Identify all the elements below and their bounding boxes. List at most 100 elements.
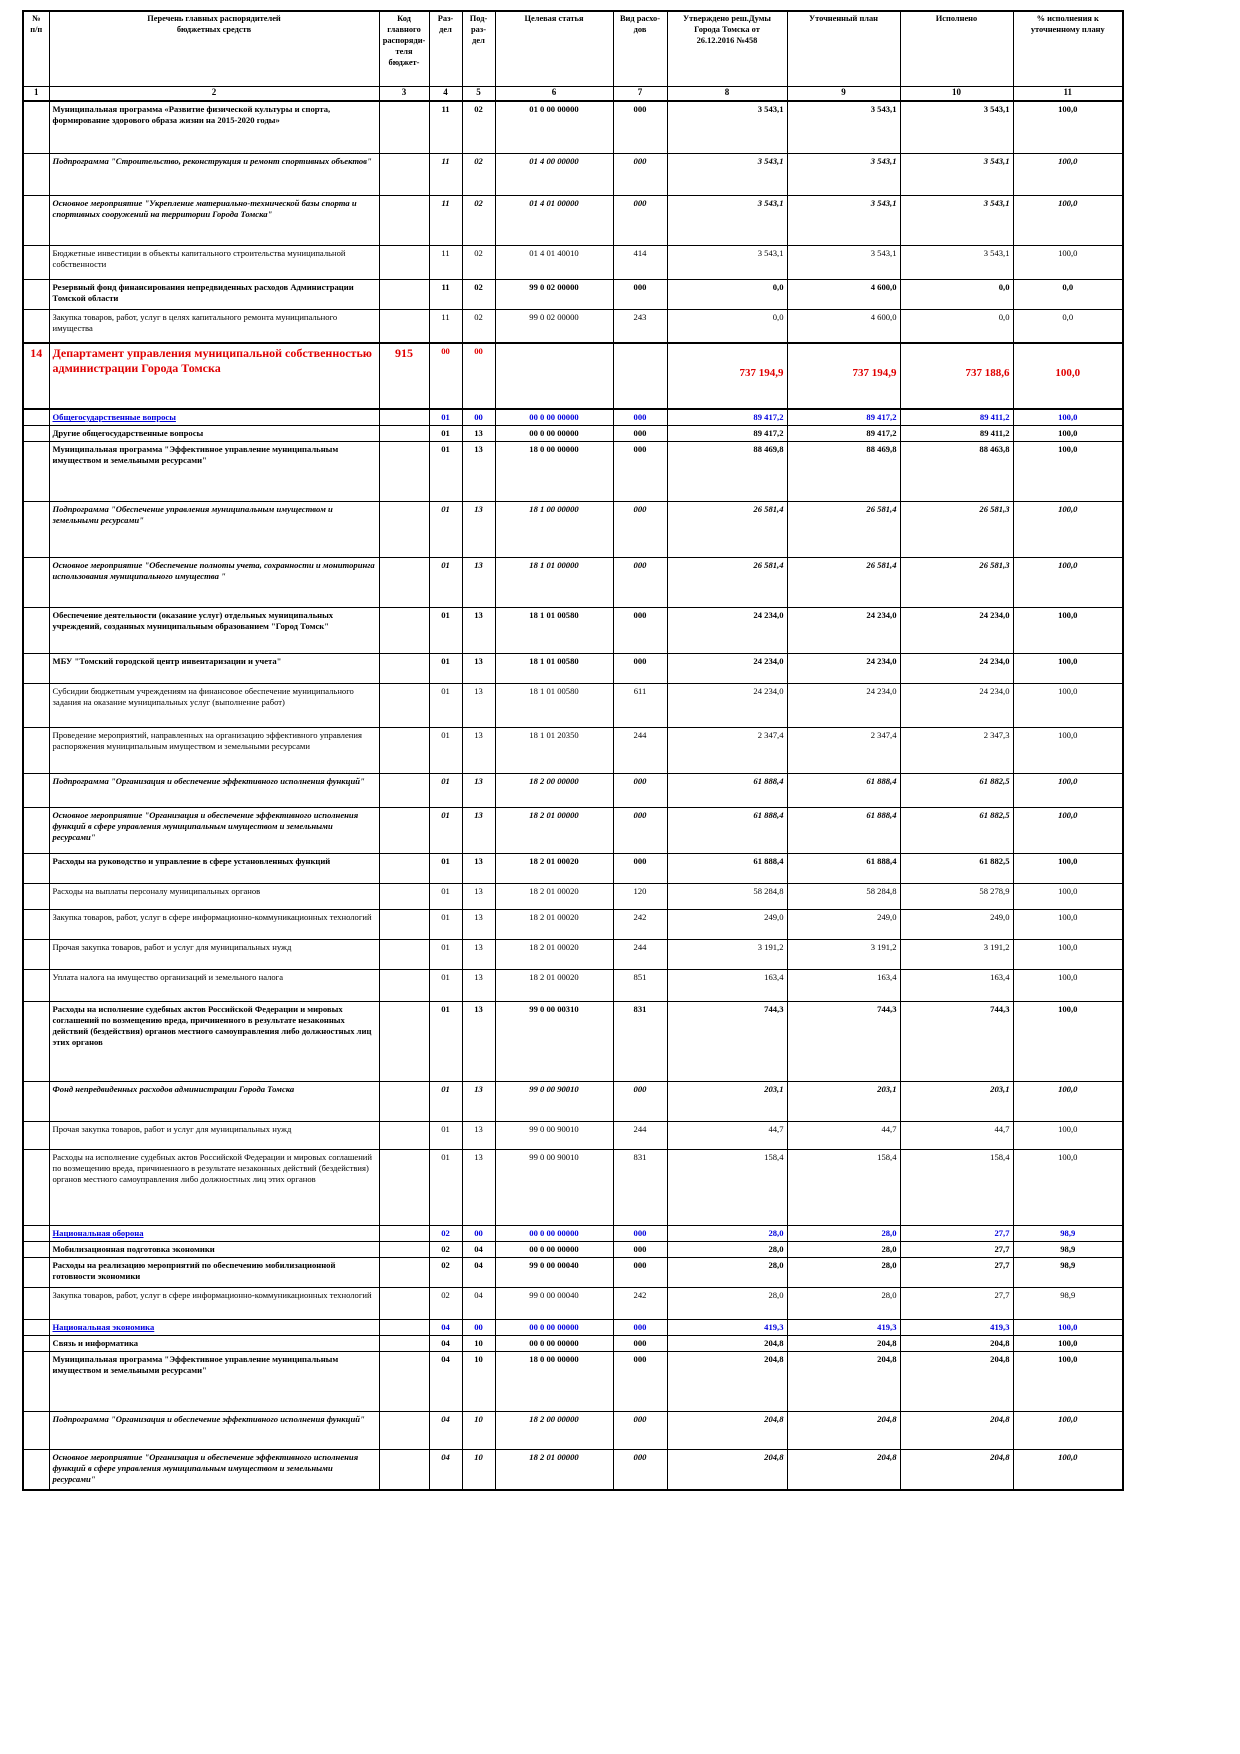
cell-code: [378, 1287, 430, 1320]
cell-plan: 24 234,0: [786, 683, 901, 728]
cell-name: Связь и информатика: [48, 1335, 380, 1352]
cell-plan: 158,4: [786, 1149, 901, 1226]
cell-percent: 100,0: [1012, 727, 1124, 774]
cell-executed: 0,0: [899, 278, 1014, 310]
cell-plan: 4 600,0: [786, 308, 901, 344]
table-row: Муниципальная программа «Развитие физиче…: [22, 100, 1124, 154]
cell-vid: 414: [612, 244, 668, 280]
cell-plan: 61 888,4: [786, 773, 901, 808]
cell-plan: 2 347,4: [786, 727, 901, 774]
table-row: Национальная оборона 02 00 00 0 00 00000 000…: [22, 1225, 1124, 1242]
cell-razdel: 01: [428, 501, 463, 558]
cell-executed: 27,7: [899, 1257, 1014, 1288]
cell-percent: 100,0: [1012, 342, 1124, 410]
cell-code: [378, 1149, 430, 1226]
cell-executed: 204,8: [899, 1335, 1014, 1352]
colnum-6: 6: [494, 86, 614, 102]
cell-target: 00 0 00 00000: [494, 1319, 614, 1336]
cell-plan: 163,4: [786, 969, 901, 1002]
cell-code: [378, 1001, 430, 1082]
cell-num: [22, 308, 50, 344]
cell-vid: 244: [612, 727, 668, 774]
cell-num: [22, 244, 50, 280]
cell-percent: 100,0: [1012, 883, 1124, 910]
table-row: Фонд непредвиденных расходов администрац…: [22, 1081, 1124, 1122]
cell-name: Муниципальная программа «Развитие физиче…: [48, 100, 380, 154]
cell-executed: 204,8: [899, 1411, 1014, 1450]
cell-name: Подпрограмма "Строительство, реконструкц…: [48, 152, 380, 196]
cell-vid: 000: [612, 408, 668, 426]
cell-approved: 0,0: [666, 308, 788, 344]
cell-vid: 611: [612, 683, 668, 728]
cell-executed: 24 234,0: [899, 683, 1014, 728]
cell-vid: 000: [612, 441, 668, 502]
cell-name: Субсидии бюджетным учреждениям на финанс…: [48, 683, 380, 728]
colnum-10: 10: [899, 86, 1014, 102]
cell-approved: 61 888,4: [666, 773, 788, 808]
cell-approved: 28,0: [666, 1257, 788, 1288]
cell-name: МБУ "Томский городской центр инвентариза…: [48, 653, 380, 684]
cell-approved: 3 543,1: [666, 194, 788, 246]
cell-num: [22, 969, 50, 1002]
cell-code: [378, 1319, 430, 1336]
cell-executed: 26 581,3: [899, 557, 1014, 608]
cell-target: 99 0 00 00040: [494, 1257, 614, 1288]
cell-plan: 204,8: [786, 1449, 901, 1490]
cell-target: 18 1 01 00580: [494, 683, 614, 728]
cell-code: 915: [378, 342, 430, 410]
cell-name: Основное мероприятие "Организация и обес…: [48, 1449, 380, 1490]
cell-executed: 61 882,5: [899, 807, 1014, 854]
cell-vid: 243: [612, 308, 668, 344]
cell-code: [378, 425, 430, 442]
cell-percent: 98,9: [1012, 1257, 1124, 1288]
cell-num: [22, 883, 50, 910]
cell-name: Расходы на руководство и управление в сф…: [48, 853, 380, 884]
cell-vid: 000: [612, 557, 668, 608]
cell-razdel: 02: [428, 1287, 463, 1320]
table-row: Резервный фонд финансирования непредвиде…: [22, 278, 1124, 310]
cell-razdel: 01: [428, 441, 463, 502]
cell-vid: 000: [612, 607, 668, 654]
cell-percent: 100,0: [1012, 853, 1124, 884]
cell-code: [378, 441, 430, 502]
table-row: Прочая закупка товаров, работ и услуг дл…: [22, 939, 1124, 970]
cell-podrazdel: 13: [461, 607, 496, 654]
cell-vid: 000: [612, 1335, 668, 1352]
cell-razdel: 01: [428, 773, 463, 808]
cell-approved: 204,8: [666, 1449, 788, 1490]
cell-name: Основное мероприятие "Организация и обес…: [48, 807, 380, 854]
table-row: Бюджетные инвестиции в объекты капитальн…: [22, 244, 1124, 280]
table-row: Общегосударственные вопросы 01 00 00 0 00 0…: [22, 408, 1124, 426]
cell-executed: 0,0: [899, 308, 1014, 344]
cell-podrazdel: 10: [461, 1335, 496, 1352]
table-row: Закупка товаров, работ, услуг в сфере ин…: [22, 909, 1124, 940]
cell-podrazdel: 00: [461, 342, 496, 410]
cell-num: [22, 653, 50, 684]
cell-name: Расходы на выплаты персоналу муниципальн…: [48, 883, 380, 910]
cell-razdel: 02: [428, 1225, 463, 1242]
cell-vid: 000: [612, 1081, 668, 1122]
cell-plan: 3 543,1: [786, 100, 901, 154]
cell-vid: 000: [612, 278, 668, 310]
cell-approved: 24 234,0: [666, 683, 788, 728]
cell-vid: 000: [612, 1411, 668, 1450]
cell-num: [22, 1335, 50, 1352]
cell-name: Другие общегосударственные вопросы: [48, 425, 380, 442]
table-row: Мобилизационная подготовка экономики 02 04…: [22, 1241, 1124, 1258]
cell-razdel: 01: [428, 408, 463, 426]
cell-code: [378, 557, 430, 608]
cell-target: 00 0 00 00000: [494, 1335, 614, 1352]
cell-target: 00 0 00 00000: [494, 408, 614, 426]
cell-num: [22, 194, 50, 246]
cell-code: [378, 1335, 430, 1352]
cell-name: Основное мероприятие "Обеспечение полнот…: [48, 557, 380, 608]
cell-approved: 163,4: [666, 969, 788, 1002]
table-header: № п/п Перечень главных распорядителей бю…: [22, 10, 1124, 102]
cell-razdel: 02: [428, 1257, 463, 1288]
cell-razdel: 04: [428, 1449, 463, 1490]
header-row-number: № п/п: [22, 10, 50, 87]
cell-razdel: 11: [428, 308, 463, 344]
cell-approved: 61 888,4: [666, 853, 788, 884]
cell-target: 01 4 00 00000: [494, 152, 614, 196]
cell-podrazdel: 00: [461, 1319, 496, 1336]
